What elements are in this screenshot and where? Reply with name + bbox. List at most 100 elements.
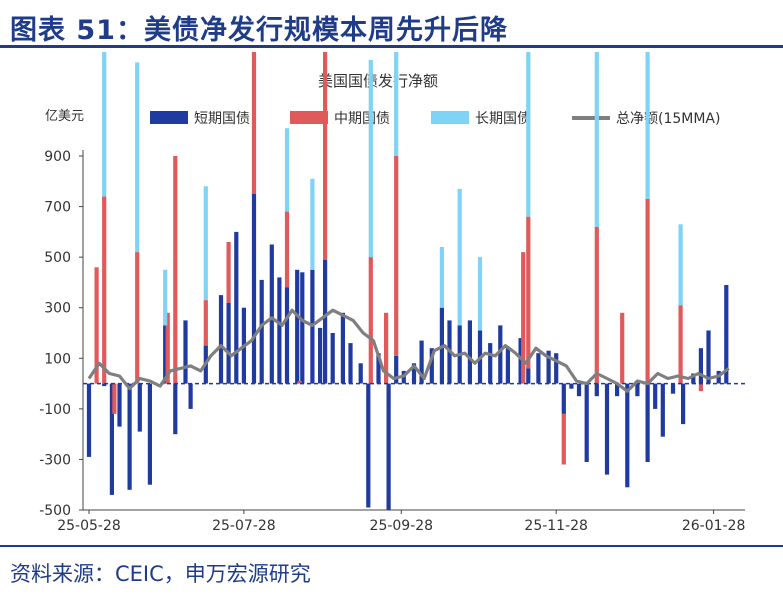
bar-mid bbox=[102, 196, 107, 384]
bar-mid bbox=[165, 312, 170, 384]
bar-mid bbox=[561, 413, 566, 465]
y-axis-unit: 亿美元 bbox=[45, 109, 84, 124]
bar-short bbox=[670, 383, 676, 394]
bar-short bbox=[569, 383, 574, 389]
bar-short bbox=[163, 325, 168, 384]
figure-title: 图表 51：美债净发行规模本周先升后降 bbox=[10, 15, 508, 46]
bar-short bbox=[615, 383, 620, 397]
x-tick-label: 26-01-28 bbox=[682, 518, 746, 534]
bar-short bbox=[86, 383, 92, 457]
legend-swatch bbox=[431, 111, 469, 124]
bar-short bbox=[330, 333, 335, 384]
bar-mid bbox=[323, 52, 328, 260]
bar-short bbox=[183, 320, 188, 384]
bar-short bbox=[526, 368, 531, 384]
bar-mid bbox=[368, 257, 373, 384]
bar-short bbox=[488, 343, 493, 384]
bar-short bbox=[419, 340, 424, 384]
bar-mid bbox=[521, 252, 526, 384]
bar-short bbox=[691, 373, 696, 384]
bar-short bbox=[188, 383, 193, 409]
bar-mid bbox=[251, 52, 257, 195]
y-tick-label: 900 bbox=[44, 149, 71, 165]
bar-short bbox=[323, 259, 328, 384]
bar-short bbox=[698, 348, 703, 384]
bar-long bbox=[203, 186, 208, 301]
bar-short bbox=[295, 269, 300, 384]
bar-long bbox=[477, 257, 483, 331]
bar-long bbox=[594, 52, 599, 227]
bar-short bbox=[561, 383, 566, 414]
legend-label: 长期国债 bbox=[475, 111, 531, 127]
bar-short bbox=[137, 383, 142, 432]
bar-long bbox=[394, 52, 399, 157]
bar-short bbox=[518, 338, 523, 384]
bar-short bbox=[498, 325, 503, 384]
bar-short bbox=[318, 327, 323, 384]
bar-short bbox=[251, 193, 257, 384]
bar-short bbox=[411, 363, 417, 384]
bar-short bbox=[102, 383, 107, 387]
bar-mid bbox=[112, 383, 117, 414]
bar-short bbox=[536, 353, 541, 384]
bar-short bbox=[625, 383, 630, 488]
chart-title: 美国国债发行净额 bbox=[318, 72, 438, 90]
bar-long bbox=[368, 59, 373, 258]
bar-long bbox=[457, 188, 462, 326]
source-note: 资料来源：CEIC，申万宏源研究 bbox=[10, 562, 311, 586]
bar-mid bbox=[594, 226, 599, 384]
bar-short bbox=[505, 348, 510, 384]
bar-mid bbox=[203, 300, 208, 346]
bar-long bbox=[310, 178, 315, 270]
bar-short bbox=[681, 383, 686, 425]
bar-mid bbox=[678, 305, 683, 384]
axis-layer: -500 -300 -100 100 300 500 700 900 25-05-28 25-07… bbox=[39, 149, 745, 534]
bar-mid bbox=[620, 312, 625, 384]
bar-long bbox=[284, 128, 290, 212]
bar-short bbox=[594, 383, 599, 397]
y-tick-label: -500 bbox=[39, 503, 71, 519]
bar-short bbox=[429, 348, 434, 384]
bar-mid bbox=[226, 242, 231, 303]
bar-short bbox=[386, 383, 391, 510]
legend-swatch bbox=[290, 111, 328, 124]
bar-long bbox=[678, 224, 683, 306]
bar-short bbox=[576, 383, 582, 397]
bar-mid bbox=[384, 312, 389, 384]
bar-short bbox=[147, 383, 152, 485]
bar-short bbox=[653, 383, 658, 409]
bar-mid bbox=[698, 383, 703, 392]
bar-short bbox=[635, 383, 640, 397]
net-ma-line bbox=[87, 308, 730, 393]
y-tick-label: 300 bbox=[44, 301, 71, 317]
bar-mid bbox=[135, 252, 140, 384]
bar-short bbox=[546, 350, 551, 384]
legend-label: 短期国债 bbox=[194, 111, 250, 127]
bar-short bbox=[366, 383, 371, 508]
bar-short bbox=[226, 302, 231, 384]
bar-long bbox=[163, 269, 168, 326]
y-tick-label: 700 bbox=[44, 200, 71, 216]
bar-mid bbox=[297, 381, 302, 384]
y-tick-label: -100 bbox=[39, 402, 71, 418]
y-tick-label: -300 bbox=[39, 452, 71, 468]
bar-short bbox=[584, 383, 589, 462]
bar-short bbox=[300, 272, 305, 384]
bar-long bbox=[102, 52, 107, 197]
bar-mid bbox=[394, 156, 399, 356]
legend: 短期国债 中期国债 长期国债 总净额(15MMA) bbox=[150, 111, 720, 127]
bar-short bbox=[467, 320, 472, 384]
bar-short bbox=[284, 287, 290, 384]
bar-short bbox=[376, 353, 381, 384]
bar-mid bbox=[94, 267, 99, 384]
bond-issuance-chart: 美国国债发行净额 亿美元 短期国债 中期国债 长期国债 总净额(15MMA) -500… bbox=[39, 52, 745, 534]
bar-short bbox=[234, 231, 239, 384]
legend-label: 中期国债 bbox=[334, 111, 390, 127]
bar-mid bbox=[526, 216, 531, 369]
bar-long bbox=[526, 52, 531, 217]
legend-label: 总净额(15MMA) bbox=[616, 111, 720, 127]
bar-short bbox=[117, 383, 122, 427]
bar-long bbox=[135, 62, 140, 253]
top-rule bbox=[0, 45, 783, 48]
bar-short bbox=[340, 312, 345, 384]
